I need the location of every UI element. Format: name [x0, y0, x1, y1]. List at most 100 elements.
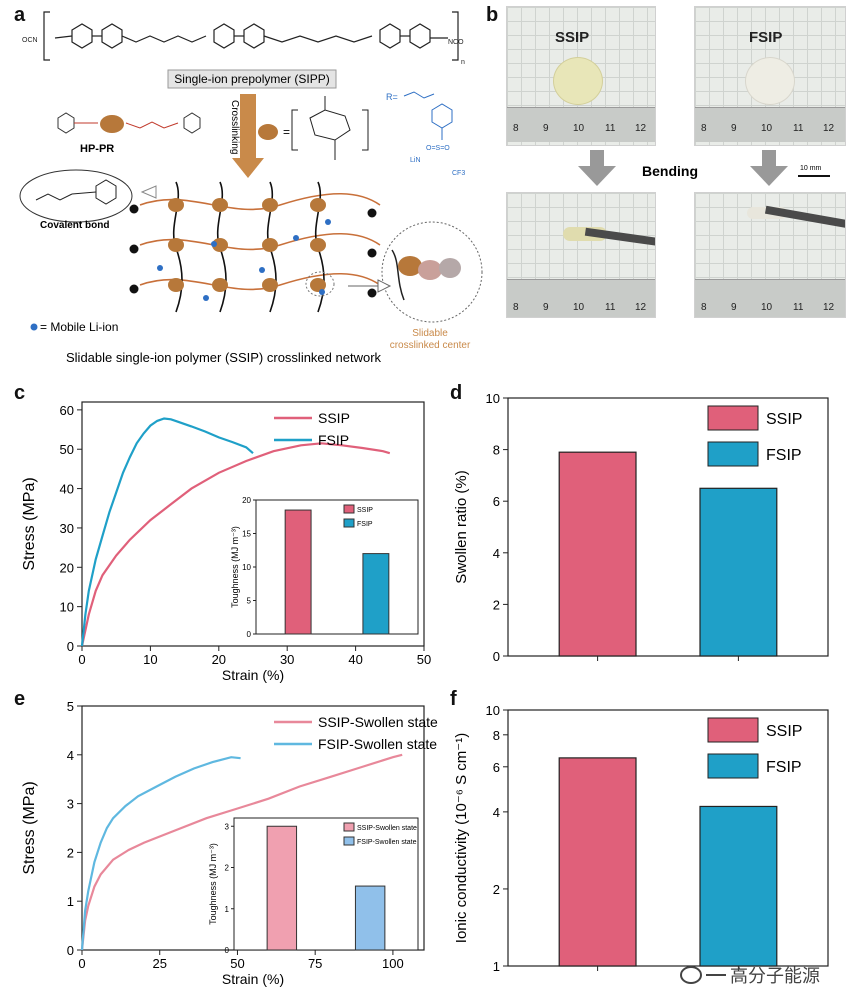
covalent-bond-structure — [35, 179, 117, 205]
panel-letter-d: d — [450, 382, 463, 404]
chain-end-stopper — [367, 288, 377, 298]
cyclodextrin-ring — [168, 198, 184, 212]
y-tick-label: 1 — [493, 959, 500, 974]
prepolymer-label: Single-ion prepolymer (SIPP) — [174, 72, 329, 86]
y-tick-label: 3 — [67, 797, 74, 812]
li-ion-dot — [203, 295, 209, 301]
ruler-tick: 8 — [701, 302, 707, 313]
fsip-film — [745, 57, 795, 105]
li-ion-dot — [293, 235, 299, 241]
y-tick-label: 8 — [493, 728, 500, 743]
inset-y-axis-label: Toughness (MJ m⁻³) — [230, 526, 240, 608]
r-group-structure — [403, 91, 453, 140]
y-tick-label: 2 — [493, 597, 500, 612]
bending-row: Bending 10 mm — [578, 150, 830, 186]
prepolymer-label-box — [167, 69, 337, 89]
y-tick-label: 60 — [60, 403, 74, 418]
legend-label: FSIP — [766, 759, 802, 776]
y-tick-label: 10 — [60, 600, 74, 615]
cd-ring-icon — [258, 124, 278, 140]
chart-e-swollen-stress-strain: 0 25 50 75 100 0 1 2 3 4 5 Strain (%) Stress (MPa) SS… — [21, 699, 438, 987]
ruler-tick: 12 — [823, 123, 835, 134]
chem-nco: NCO — [448, 39, 464, 46]
plot-frame — [507, 397, 829, 657]
x-tick-label: 0 — [78, 956, 85, 971]
bar-fsip — [699, 487, 778, 657]
cyclodextrin-ring — [212, 198, 228, 212]
legend-swatch — [707, 717, 759, 743]
inset-y-axis-label: Toughness (MJ m⁻³) — [208, 843, 218, 925]
panel-letter-b: b — [486, 4, 499, 26]
ruler-tick: 9 — [731, 302, 737, 313]
panel-a-schematic: OCN NCO n Single-ion prepolymer (SIPP) C… — [19, 11, 483, 365]
photo-ssip-flat: SSIP 8 9 10 11 12 — [506, 6, 656, 146]
chem-n: n — [461, 59, 465, 66]
covalent-arrow-icon — [140, 185, 157, 199]
legend-swatch — [707, 441, 759, 467]
slidable-ring-2 — [418, 260, 442, 280]
crosslinking-label: Crosslinking — [229, 100, 240, 154]
inset-legend-swatch — [343, 836, 355, 846]
cyclodextrin-ring — [262, 278, 278, 292]
inset-y-tick-label: 0 — [247, 630, 252, 639]
wechat-icon — [680, 966, 702, 984]
r-label: R= — [386, 92, 398, 102]
y-tick-label: 4 — [493, 546, 500, 561]
x-tick-label: 0 — [78, 652, 85, 667]
chem-cf3: CF3 — [452, 170, 465, 177]
ruler-tick: 11 — [605, 302, 616, 313]
cyclodextrin-ring — [262, 238, 278, 252]
inset-legend-label: FSIP — [357, 521, 373, 528]
bar-ssip — [558, 757, 637, 967]
chain-end-stopper — [367, 208, 377, 218]
ruler-tick: 11 — [793, 302, 804, 313]
panel-letter-a: a — [14, 4, 26, 26]
crosslinking-arrow-shaft — [240, 94, 256, 160]
y-axis-label: Swollen ratio (%) — [453, 470, 470, 583]
plot-frame — [81, 401, 425, 647]
inset-legend-swatch — [343, 518, 355, 528]
inset-y-tick-label: 20 — [242, 496, 251, 505]
ssip-film — [553, 57, 603, 105]
li-ion-legend-dot — [30, 323, 38, 331]
ruler-tick: 8 — [513, 123, 519, 134]
ruler-fsip-bottom: 8 9 10 11 12 — [695, 279, 845, 317]
legend-label: FSIP — [766, 447, 802, 464]
cyclodextrin-ring — [310, 278, 326, 292]
legend-swatch — [707, 753, 759, 779]
equals-sign: = — [283, 125, 290, 139]
y-tick-label: 0 — [67, 943, 74, 958]
series-line-fsip — [80, 417, 254, 647]
panel-letter-e: e — [14, 688, 26, 710]
legend-label: SSIP — [318, 410, 350, 426]
y-tick-label: 20 — [60, 560, 74, 575]
y-axis-label: Stress (MPa) — [21, 781, 38, 874]
chem-so2: O=S=O — [426, 145, 450, 152]
crosslinking-arrow-head — [232, 158, 264, 178]
x-tick-label: 100 — [382, 956, 404, 971]
li-ion-dot — [319, 289, 325, 295]
y-tick-label: 10 — [486, 392, 500, 406]
cyclodextrin-ring — [212, 238, 228, 252]
bar-fsip — [699, 805, 778, 967]
network-caption: Slidable single-ion polymer (SSIP) cross… — [66, 350, 382, 365]
hp-pr-ring — [100, 115, 124, 133]
ruler-tick: 11 — [605, 123, 616, 134]
ruler-tick: 10 — [573, 123, 585, 134]
y-tick-label: 0 — [493, 649, 500, 664]
x-axis-label: Strain (%) — [222, 971, 284, 987]
hp-pr-molecule — [57, 112, 201, 134]
x-tick-label: 75 — [308, 956, 322, 971]
ruler-tick: 10 — [761, 123, 773, 134]
bending-label: Bending — [642, 163, 698, 179]
y-tick-label: 2 — [493, 882, 500, 897]
ruler-tick: 9 — [543, 123, 549, 134]
y-tick-label: 50 — [60, 442, 74, 457]
cd-structure — [291, 96, 369, 160]
legend-label: SSIP — [766, 411, 802, 428]
y-tick-label: 40 — [60, 482, 74, 497]
inset-y-tick-label: 1 — [225, 905, 230, 914]
inset-legend-swatch — [343, 822, 355, 832]
x-tick-label: 40 — [348, 652, 362, 667]
